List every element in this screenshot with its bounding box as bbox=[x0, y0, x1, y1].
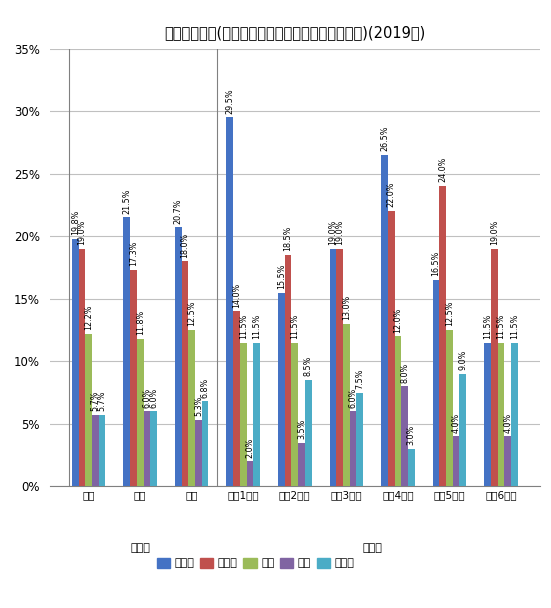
Bar bbox=[453, 437, 460, 486]
Text: 15.5%: 15.5% bbox=[277, 263, 286, 289]
Bar bbox=[433, 280, 439, 486]
Bar bbox=[226, 117, 233, 486]
Text: 5.3%: 5.3% bbox=[194, 396, 203, 416]
Text: 18.0%: 18.0% bbox=[181, 232, 190, 258]
Text: 19.8%: 19.8% bbox=[71, 210, 80, 235]
Text: 3.0%: 3.0% bbox=[407, 425, 416, 445]
Bar bbox=[511, 342, 518, 486]
Text: 26.5%: 26.5% bbox=[380, 126, 389, 151]
Bar bbox=[356, 393, 363, 486]
Text: 4.0%: 4.0% bbox=[452, 412, 461, 433]
Text: 20.7%: 20.7% bbox=[174, 198, 183, 224]
Text: 17.3%: 17.3% bbox=[129, 241, 138, 266]
Text: 19.0%: 19.0% bbox=[335, 219, 344, 245]
Text: 11.5%: 11.5% bbox=[252, 314, 261, 339]
Bar bbox=[182, 261, 188, 486]
Bar bbox=[278, 292, 285, 486]
Text: 12.5%: 12.5% bbox=[445, 301, 454, 326]
Bar bbox=[188, 330, 195, 486]
Text: 男女別: 男女別 bbox=[130, 543, 150, 553]
Bar bbox=[381, 155, 388, 486]
Text: 14.0%: 14.0% bbox=[232, 282, 241, 308]
Text: 6.8%: 6.8% bbox=[201, 378, 209, 398]
Bar bbox=[130, 270, 137, 486]
Text: 18.5%: 18.5% bbox=[284, 226, 293, 251]
Text: 12.5%: 12.5% bbox=[187, 301, 196, 326]
Text: 13.0%: 13.0% bbox=[342, 295, 351, 320]
Text: 3.5%: 3.5% bbox=[297, 418, 306, 439]
Text: 12.2%: 12.2% bbox=[84, 305, 93, 330]
Bar bbox=[291, 342, 298, 486]
Text: 12.0%: 12.0% bbox=[393, 307, 402, 333]
Text: 21.5%: 21.5% bbox=[122, 188, 131, 214]
Text: 8.5%: 8.5% bbox=[304, 356, 312, 376]
Bar bbox=[175, 227, 182, 486]
Text: 4.0%: 4.0% bbox=[503, 412, 512, 433]
Bar bbox=[233, 311, 240, 486]
Text: 6.0%: 6.0% bbox=[142, 387, 152, 407]
Text: 6.0%: 6.0% bbox=[149, 387, 158, 407]
Bar bbox=[498, 342, 504, 486]
Text: 9.0%: 9.0% bbox=[458, 350, 467, 370]
Legend: サラダ, 焼き魚, 刺身, そば, 卵焼き: サラダ, 焼き魚, 刺身, そば, 卵焼き bbox=[153, 553, 359, 573]
Bar bbox=[85, 334, 92, 486]
Text: 19.0%: 19.0% bbox=[490, 219, 499, 245]
Bar bbox=[491, 249, 498, 486]
Bar bbox=[395, 336, 401, 486]
Bar bbox=[343, 324, 350, 486]
Bar bbox=[329, 249, 336, 486]
Text: 19.0%: 19.0% bbox=[78, 219, 87, 245]
Text: 2.0%: 2.0% bbox=[245, 437, 255, 458]
Bar bbox=[484, 342, 491, 486]
Bar bbox=[195, 420, 202, 486]
Text: 11.5%: 11.5% bbox=[496, 314, 505, 339]
Bar bbox=[350, 412, 356, 486]
Bar bbox=[504, 437, 511, 486]
Text: 6.0%: 6.0% bbox=[349, 387, 358, 407]
Text: 5.7%: 5.7% bbox=[91, 391, 100, 412]
Bar bbox=[247, 461, 253, 486]
Text: 7.5%: 7.5% bbox=[355, 368, 364, 389]
Text: 29.5%: 29.5% bbox=[225, 88, 234, 114]
Bar bbox=[92, 415, 99, 486]
Text: 16.5%: 16.5% bbox=[431, 251, 440, 276]
Title: 嫌いな食べ物(小学生、複数回答、属性別、上位陣)(2019年): 嫌いな食べ物(小学生、複数回答、属性別、上位陣)(2019年) bbox=[164, 26, 425, 41]
Bar bbox=[305, 380, 311, 486]
Text: 24.0%: 24.0% bbox=[438, 157, 447, 182]
Bar bbox=[285, 255, 291, 486]
Text: 11.8%: 11.8% bbox=[136, 310, 145, 335]
Text: 11.5%: 11.5% bbox=[483, 314, 492, 339]
Bar bbox=[336, 249, 343, 486]
Bar bbox=[298, 443, 305, 486]
Bar bbox=[72, 239, 79, 486]
Bar bbox=[460, 374, 466, 486]
Bar bbox=[79, 249, 85, 486]
Text: 19.0%: 19.0% bbox=[328, 219, 337, 245]
Bar bbox=[123, 218, 130, 486]
Bar bbox=[408, 449, 414, 486]
Bar bbox=[439, 186, 446, 486]
Text: 22.0%: 22.0% bbox=[387, 182, 396, 207]
Bar bbox=[137, 339, 143, 486]
Bar bbox=[253, 342, 260, 486]
Bar bbox=[240, 342, 247, 486]
Text: 学年別: 学年別 bbox=[362, 543, 382, 553]
Bar bbox=[143, 412, 150, 486]
Bar bbox=[150, 412, 157, 486]
Bar bbox=[446, 330, 453, 486]
Bar bbox=[202, 401, 208, 486]
Bar bbox=[401, 386, 408, 486]
Bar bbox=[99, 415, 105, 486]
Text: 11.5%: 11.5% bbox=[239, 314, 248, 339]
Bar bbox=[388, 211, 395, 486]
Text: 11.5%: 11.5% bbox=[510, 314, 519, 339]
Text: 5.7%: 5.7% bbox=[98, 391, 106, 412]
Text: 11.5%: 11.5% bbox=[290, 314, 299, 339]
Text: 8.0%: 8.0% bbox=[400, 362, 409, 382]
